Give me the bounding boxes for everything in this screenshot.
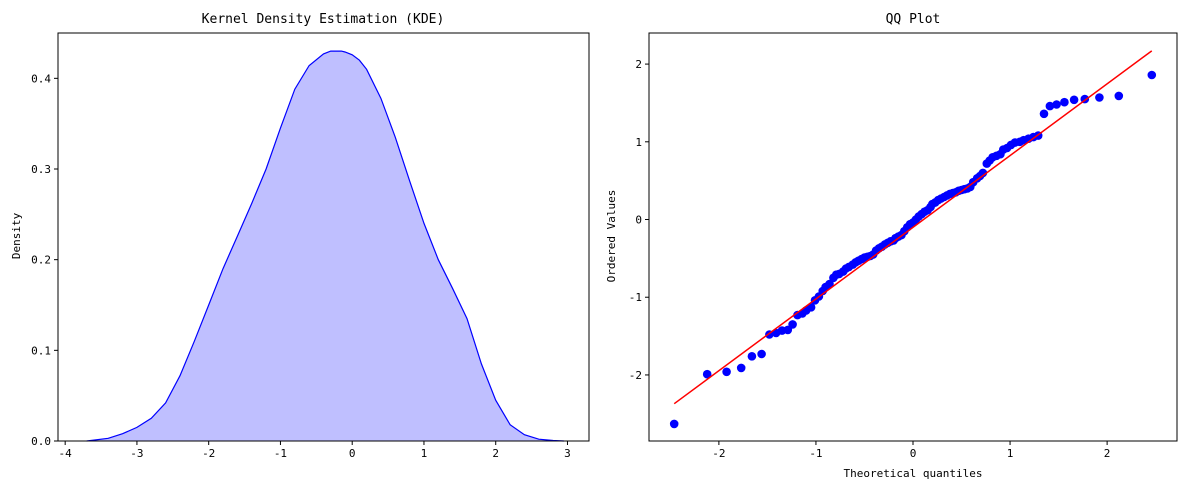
qq-panel: QQ Plot Ordered Values Theoretical quant… — [605, 12, 1178, 480]
kde-x-tick-label: -2 — [202, 447, 215, 460]
kde-y-tick-label: 0.3 — [31, 163, 51, 176]
kde-x-tick-label: 1 — [421, 447, 428, 460]
qq-point — [788, 320, 797, 329]
qq-y-tick-label: -2 — [629, 369, 642, 382]
qq-x-tick-label: 1 — [1007, 447, 1014, 460]
qq-x-tick-label: -2 — [712, 447, 725, 460]
qq-fit-line — [673, 50, 1153, 405]
kde-title: Kernel Density Estimation (KDE) — [202, 12, 445, 27]
kde-x-tick-label: -4 — [59, 447, 73, 460]
qq-point — [757, 349, 766, 359]
qq-y-axis-label: Ordered Values — [605, 190, 618, 283]
kde-y-tick-label: 0.2 — [31, 254, 51, 267]
qq-plot-area: -2 -1 0 1 2 -2 -1 0 1 2 — [629, 50, 1157, 460]
qq-point — [1039, 109, 1049, 119]
qq-y-tick-label: -1 — [629, 291, 642, 304]
kde-x-tick-label: 2 — [492, 447, 499, 460]
qq-x-tick-label: 2 — [1104, 447, 1111, 460]
kde-y-axis-label: Density — [10, 212, 23, 259]
qq-point — [747, 352, 757, 361]
qq-x-tick-label: -1 — [809, 447, 822, 460]
qq-point — [722, 367, 731, 377]
qq-point — [1069, 95, 1079, 105]
qq-point — [702, 369, 712, 379]
kde-y-tick-label: 0.0 — [31, 435, 51, 448]
qq-point — [669, 419, 679, 429]
qq-point — [1045, 101, 1055, 111]
kde-plot-area: -4 -3 -2 -1 0 1 2 3 0.0 0.1 0.2 0.3 0.4 — [31, 50, 571, 460]
qq-point — [1114, 91, 1124, 101]
qq-point — [736, 363, 746, 373]
kde-panel: Kernel Density Estimation (KDE) Density … — [10, 12, 590, 460]
kde-density-line — [86, 50, 564, 442]
kde-fill-area — [86, 51, 564, 441]
qq-axes-frame — [648, 32, 1178, 442]
kde-x-tick-label: -1 — [274, 447, 287, 460]
qq-point — [825, 279, 834, 289]
kde-y-tick-label: 0.4 — [31, 72, 51, 85]
kde-y-tick-label: 0.1 — [31, 344, 51, 357]
kde-x-tick-label: -3 — [130, 447, 143, 460]
qq-y-tick-label: 2 — [635, 58, 642, 71]
kde-axes-frame — [57, 32, 590, 442]
kde-x-tick-label: 3 — [564, 447, 571, 460]
kde-x-tick-label: 0 — [349, 447, 356, 460]
qq-point — [1052, 100, 1061, 109]
qq-x-tick-label: 0 — [910, 447, 917, 460]
qq-point — [1095, 93, 1104, 102]
qq-y-tick-label: 1 — [635, 136, 642, 149]
qq-point — [1060, 97, 1069, 107]
qq-point — [978, 168, 988, 178]
qq-title: QQ Plot — [886, 12, 941, 27]
qq-point — [806, 303, 816, 312]
qq-y-tick-label: 0 — [635, 214, 642, 227]
qq-x-axis-label: Theoretical quantiles — [843, 467, 982, 480]
qq-point — [1147, 70, 1157, 80]
